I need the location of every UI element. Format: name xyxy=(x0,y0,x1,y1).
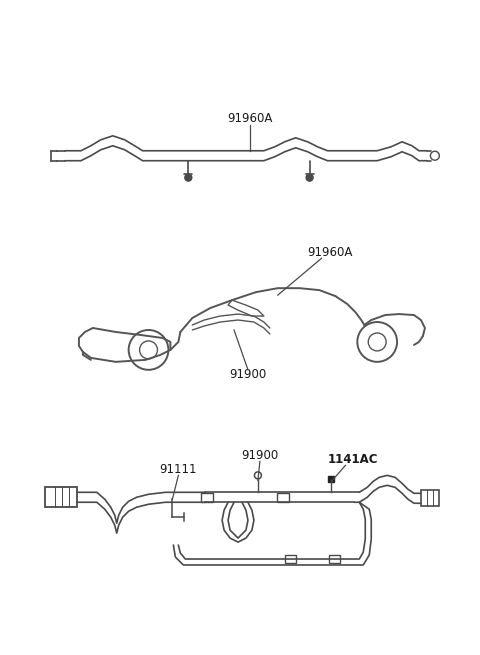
Text: 91900: 91900 xyxy=(241,449,278,462)
Text: 91960A: 91960A xyxy=(307,246,352,259)
Circle shape xyxy=(185,174,192,181)
Bar xyxy=(201,493,213,502)
Text: 91960A: 91960A xyxy=(227,113,273,125)
Bar xyxy=(329,555,340,563)
Text: 91900: 91900 xyxy=(229,368,266,381)
Circle shape xyxy=(306,174,313,181)
Bar xyxy=(421,491,439,506)
Text: 1141AC: 1141AC xyxy=(328,453,379,466)
Bar xyxy=(277,493,288,502)
Text: 91111: 91111 xyxy=(160,463,197,476)
Bar xyxy=(285,555,296,563)
Bar xyxy=(328,476,335,482)
